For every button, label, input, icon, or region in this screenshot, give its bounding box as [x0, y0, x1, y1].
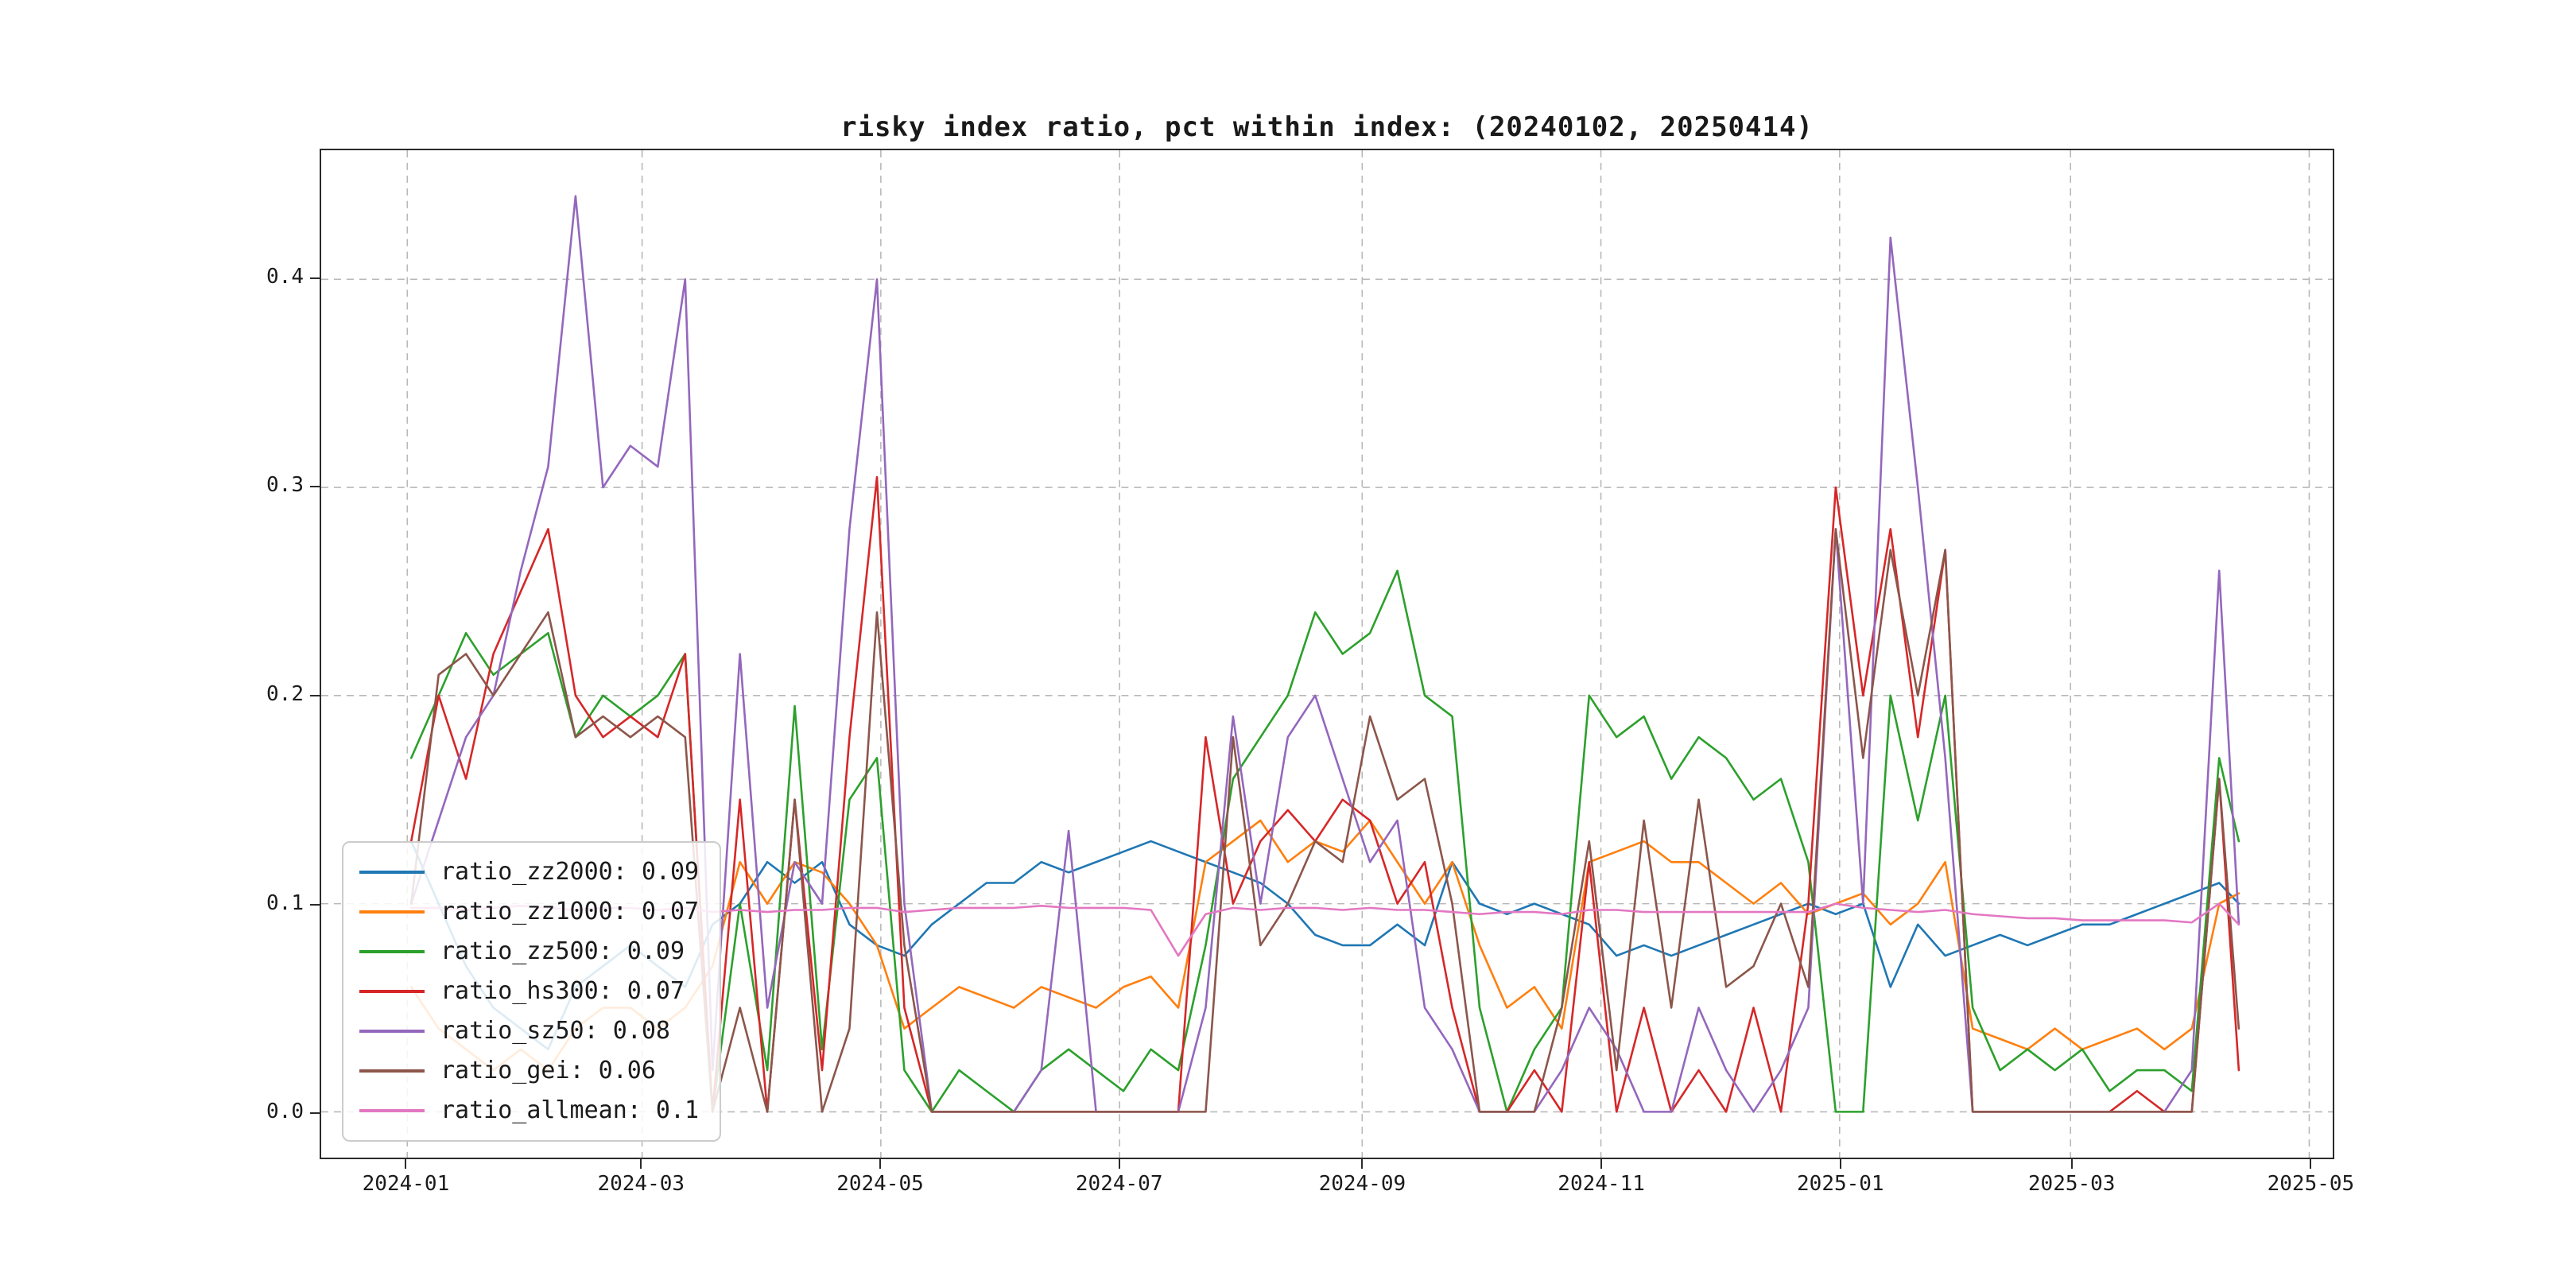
y-axis-tick-label: 0.2	[266, 682, 304, 707]
y-axis-tick-label: 0.3	[266, 473, 304, 498]
chart-title: risky index ratio, pct within index: (20…	[840, 111, 1814, 143]
y-axis-tick-mark	[310, 903, 320, 906]
x-axis-tick-label: 2025-03	[2027, 1172, 2116, 1196]
x-axis-tick-mark	[405, 1159, 407, 1169]
x-axis-tick-label: 2024-05	[836, 1172, 924, 1196]
x-axis-tick-mark	[1839, 1159, 1841, 1169]
legend-line-swatch	[359, 1109, 425, 1112]
x-axis-tick-label: 2025-01	[1797, 1172, 1884, 1196]
legend-label: ratio_sz50: 0.08	[440, 1017, 670, 1045]
y-axis-tick-mark	[310, 486, 320, 488]
legend-item-ratio_zz1000: ratio_zz1000: 0.07	[359, 894, 699, 930]
x-axis-tick-label: 2024-01	[362, 1172, 450, 1196]
legend-item-ratio_sz50: ratio_sz50: 0.08	[359, 1013, 699, 1049]
x-axis-tick-mark	[2310, 1159, 2312, 1169]
y-axis-tick-label: 0.4	[266, 264, 304, 289]
x-axis-tick-mark	[1600, 1159, 1603, 1169]
y-axis-tick-mark	[310, 1112, 320, 1115]
legend-line-swatch	[359, 990, 425, 993]
legend-item-ratio_zz2000: ratio_zz2000: 0.09	[359, 854, 699, 890]
legend-label: ratio_zz2000: 0.09	[440, 858, 700, 886]
x-axis-tick-label: 2024-07	[1075, 1172, 1163, 1196]
legend-item-ratio_zz500: ratio_zz500: 0.09	[359, 933, 699, 970]
x-axis-tick-mark	[2070, 1159, 2073, 1169]
x-axis-tick-label: 2024-11	[1558, 1172, 1645, 1196]
legend-label: ratio_zz1000: 0.07	[440, 898, 700, 925]
y-axis-tick-mark	[310, 695, 320, 697]
x-axis-tick-label: 2024-03	[597, 1172, 685, 1196]
x-axis-tick-mark	[640, 1159, 642, 1169]
legend-line-swatch	[359, 1030, 425, 1033]
legend-label: ratio_hs300: 0.07	[440, 977, 685, 1005]
y-axis-tick-label: 0.0	[266, 1100, 304, 1124]
x-axis-tick-mark	[1118, 1159, 1120, 1169]
x-axis-tick-mark	[1361, 1159, 1364, 1169]
plot-area: ratio_zz2000: 0.09 ratio_zz1000: 0.07 rati…	[320, 149, 2334, 1159]
legend-item-ratio_allmean: ratio_allmean: 0.1	[359, 1092, 699, 1129]
x-axis-tick-label: 2024-09	[1318, 1172, 1406, 1196]
legend-line-swatch	[359, 1069, 425, 1073]
legend-item-ratio_gei: ratio_gei: 0.06	[359, 1053, 699, 1089]
legend-label: ratio_allmean: 0.1	[440, 1096, 700, 1124]
x-axis-tick-label: 2025-05	[2267, 1172, 2355, 1196]
legend: ratio_zz2000: 0.09 ratio_zz1000: 0.07 rati…	[342, 841, 722, 1142]
legend-label: ratio_gei: 0.06	[440, 1057, 656, 1084]
legend-line-swatch	[359, 950, 425, 953]
y-axis-tick-label: 0.1	[266, 890, 304, 915]
legend-label: ratio_zz500: 0.09	[440, 937, 685, 965]
legend-line-swatch	[359, 910, 425, 914]
x-axis-tick-mark	[879, 1159, 881, 1169]
legend-item-ratio_hs300: ratio_hs300: 0.07	[359, 973, 699, 1010]
legend-line-swatch	[359, 871, 425, 874]
y-axis-tick-mark	[310, 277, 320, 279]
